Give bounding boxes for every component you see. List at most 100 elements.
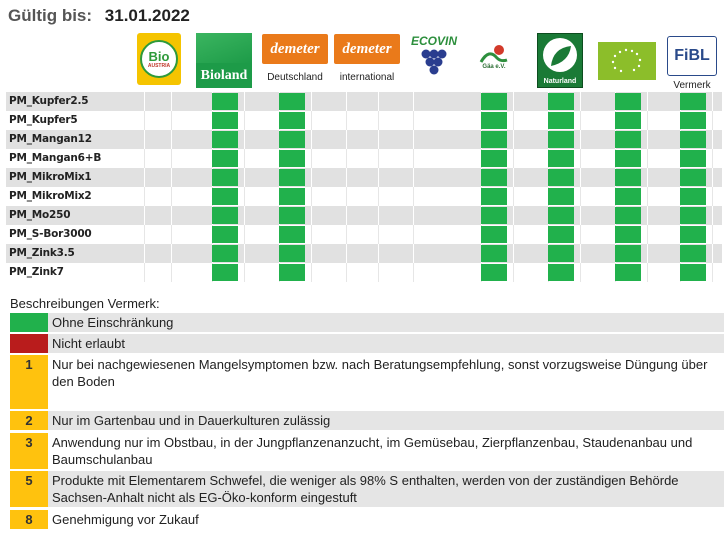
column-separator — [378, 168, 379, 187]
column-separator — [580, 92, 581, 111]
approval-cell-eu-bio — [615, 245, 641, 262]
column-separator — [712, 263, 713, 282]
approval-cell-demeter-int — [279, 169, 305, 186]
approval-cell-naturland — [548, 188, 574, 205]
approval-cell-naturland — [548, 150, 574, 167]
column-separator — [378, 92, 379, 111]
column-separator — [647, 263, 648, 282]
approval-cell-gaea — [481, 150, 507, 167]
column-separator — [244, 149, 245, 168]
column-separator — [244, 263, 245, 282]
logo-gaea: Gäa e.V. — [466, 38, 522, 76]
column-separator — [244, 111, 245, 130]
approval-cell-naturland — [548, 131, 574, 148]
approval-cell-demeter-de — [212, 264, 238, 281]
column-separator — [171, 130, 172, 149]
logo-demeter-deutschland: demeter — [262, 34, 328, 64]
approval-cell-fibl — [680, 226, 706, 243]
column-separator — [378, 225, 379, 244]
column-separator — [144, 130, 145, 149]
approval-cell-demeter-int — [279, 245, 305, 262]
column-separator — [513, 263, 514, 282]
column-separator — [513, 187, 514, 206]
column-separator — [413, 206, 414, 225]
column-separator — [647, 149, 648, 168]
column-separator — [311, 187, 312, 206]
legend-text: Anwendung nur im Obstbau, in der Jungpfl… — [52, 434, 718, 468]
logo-demeter-international: demeter — [334, 34, 400, 64]
table-row: PM_Zink7 — [6, 263, 722, 282]
grape-icon — [421, 49, 447, 75]
column-separator — [378, 263, 379, 282]
column-separator — [712, 244, 713, 263]
product-name: PM_Kupfer5 — [9, 114, 78, 126]
product-name: PM_Kupfer2.5 — [9, 95, 89, 107]
legend-text: Produkte mit Elementarem Schwefel, die w… — [52, 472, 718, 506]
approval-cell-gaea — [481, 207, 507, 224]
demeter-de-text: demeter — [270, 40, 320, 57]
approval-cell-eu-bio — [615, 169, 641, 186]
approval-cell-demeter-de — [212, 245, 238, 262]
approval-cell-eu-bio — [615, 226, 641, 243]
column-separator — [244, 92, 245, 111]
column-separator — [580, 263, 581, 282]
product-name: PM_S-Bor3000 — [9, 228, 92, 240]
approval-cell-gaea — [481, 169, 507, 186]
product-name: PM_Zink3.5 — [9, 247, 75, 259]
column-separator — [378, 206, 379, 225]
approval-cell-fibl — [680, 112, 706, 129]
column-separator — [144, 111, 145, 130]
product-approval-table: PM_Kupfer2.5 PM_Kupfer5 PM_Mangan12 PM_Mang… — [6, 92, 722, 282]
approval-cell-demeter-int — [279, 207, 305, 224]
column-separator — [513, 92, 514, 111]
table-row: PM_MikroMix2 — [6, 187, 722, 206]
valid-until-date: 31.01.2022 — [104, 6, 190, 25]
column-separator — [378, 130, 379, 149]
column-separator — [647, 111, 648, 130]
legend-item: 5 Produkte mit Elementarem Schwefel, die … — [10, 471, 724, 507]
legend-item: Ohne Einschränkung — [10, 313, 724, 332]
column-separator — [378, 111, 379, 130]
column-separator — [413, 130, 414, 149]
legend-text-line: Ohne Einschränkung — [52, 315, 174, 330]
approval-cell-naturland — [548, 245, 574, 262]
approval-cell-eu-bio — [615, 188, 641, 205]
column-separator — [378, 187, 379, 206]
approval-cell-fibl — [680, 150, 706, 167]
demeter-international-caption: international — [339, 72, 395, 83]
column-separator — [311, 263, 312, 282]
legend-text: Nicht erlaubt — [52, 335, 718, 352]
column-separator — [144, 206, 145, 225]
column-separator — [311, 92, 312, 111]
product-name: PM_Zink7 — [9, 266, 64, 278]
product-name: PM_Mangan12 — [9, 133, 92, 145]
approval-cell-demeter-de — [212, 112, 238, 129]
column-separator — [244, 225, 245, 244]
column-separator — [647, 168, 648, 187]
logo-bioland: Bioland — [196, 33, 252, 88]
column-separator — [311, 149, 312, 168]
column-separator — [171, 92, 172, 111]
legend-item: 3 Anwendung nur im Obstbau, in der Jungpf… — [10, 433, 724, 469]
legend-swatch-yellow: 1 — [10, 355, 48, 409]
column-separator — [513, 168, 514, 187]
column-separator — [513, 225, 514, 244]
column-separator — [413, 92, 414, 111]
table-row: PM_Kupfer2.5 — [6, 92, 722, 111]
legend-text-line: Nicht erlaubt — [52, 336, 125, 351]
column-separator — [171, 187, 172, 206]
approval-cell-fibl — [680, 245, 706, 262]
logo-ecovin: ECOVIN — [405, 34, 463, 86]
approval-cell-gaea — [481, 131, 507, 148]
column-separator — [346, 187, 347, 206]
approval-cell-gaea — [481, 93, 507, 110]
column-separator — [311, 130, 312, 149]
column-separator — [413, 225, 414, 244]
bio-austria-text: Bio — [148, 48, 170, 64]
approval-cell-demeter-int — [279, 264, 305, 281]
legend-text-line: Produkte mit Elementarem Schwefel, die w… — [52, 473, 679, 505]
column-separator — [513, 130, 514, 149]
table-row: PM_Mangan6+B — [6, 149, 722, 168]
column-separator — [712, 130, 713, 149]
approval-cell-demeter-int — [279, 226, 305, 243]
